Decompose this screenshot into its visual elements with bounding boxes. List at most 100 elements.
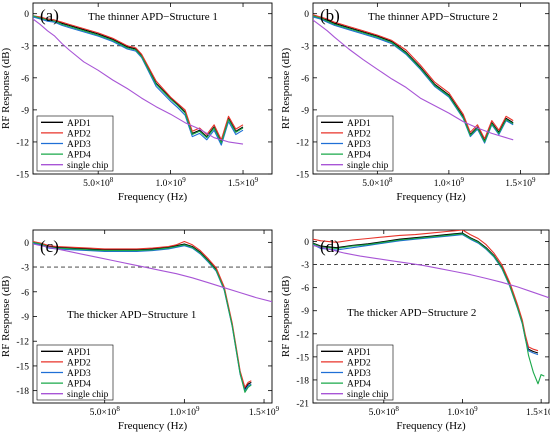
series-line-apd1 <box>313 232 539 354</box>
plot-frame <box>32 2 273 175</box>
x-tick-label: 5.0×108 <box>369 405 400 418</box>
panel-4: 0 -3 -6 -9 -12 -15 -18 -21 5.0×108 1.0×109 1.5×109… <box>280 229 550 432</box>
y-tick-label: -12 <box>296 330 309 340</box>
y-tick-label: -9 <box>21 106 29 116</box>
series-line-single-chip <box>33 18 244 145</box>
y-tick-label: 0 <box>24 239 29 249</box>
y-tick-label: -15 <box>296 353 309 363</box>
x-tick-label: 1.5×109 <box>505 176 536 189</box>
y-axis-label: RF Response (dB) <box>0 48 12 130</box>
series-line-apd3 <box>33 16 244 146</box>
x-tick-label: 5.0×108 <box>90 405 121 418</box>
panel-label: (b) <box>320 6 340 25</box>
y-tick-label: -12 <box>16 138 29 148</box>
panel-title: The thinner APD−Structure 1 <box>88 11 218 23</box>
series-group <box>313 14 514 144</box>
panel-title: The thicker APD−Structure 2 <box>347 307 476 319</box>
legend-label: APD2 <box>67 358 91 368</box>
legend-label: single chip <box>67 161 109 171</box>
y-axis-label: RF Response (dB) <box>0 276 12 358</box>
legend-label: APD1 <box>67 119 91 129</box>
panel-label: (a) <box>40 6 59 25</box>
y-tick-label: -3 <box>21 264 29 274</box>
y-tick-label: -15 <box>16 171 29 181</box>
legend-label: APD2 <box>67 129 91 139</box>
y-tick-label: -9 <box>21 313 29 323</box>
x-tick-label: 5.0×108 <box>362 176 393 189</box>
series-line-apd2 <box>313 230 539 352</box>
x-tick-label: 1.5×109 <box>228 176 259 189</box>
series-line-apd2 <box>313 14 514 140</box>
series-line-apd4 <box>33 15 244 144</box>
series-group <box>313 230 549 385</box>
x-axis-label: Frequency (Hz) <box>396 191 466 203</box>
y-axis-label: RF Response (dB) <box>280 48 292 130</box>
legend-label: APD3 <box>67 140 91 150</box>
legend-label: APD3 <box>347 369 371 379</box>
x-axis-label: Frequency (Hz) <box>118 191 188 203</box>
panel-label: (c) <box>40 237 59 256</box>
panel-title: The thicker APD−Structure 1 <box>67 309 196 321</box>
legend-label: APD2 <box>347 358 371 368</box>
y-tick-label: 0 <box>304 10 309 20</box>
y-tick-label: -6 <box>301 284 309 294</box>
y-tick-label: -21 <box>296 400 309 410</box>
y-axis-label: RF Response (dB) <box>280 276 292 358</box>
legend-label: APD4 <box>347 380 371 390</box>
legend-label: APD1 <box>347 348 371 358</box>
x-axis-label: Frequency (Hz) <box>396 420 466 432</box>
y-tick-label: -3 <box>301 261 309 271</box>
legend-label: APD3 <box>67 369 91 379</box>
y-tick-label: -3 <box>21 42 29 52</box>
plot-frame <box>312 2 550 175</box>
y-tick-label: -12 <box>296 138 309 148</box>
series-line-apd2 <box>33 15 244 141</box>
panel-1: 0 -3 -6 -9 -12 -15 5.0×108 1.0×109 1.5×109 (a) The… <box>0 2 273 203</box>
y-tick-label: -12 <box>16 338 29 348</box>
plot-frame <box>312 229 550 404</box>
series-line-apd4 <box>33 241 252 393</box>
y-tick-label: -9 <box>301 307 309 317</box>
legend-label: single chip <box>347 161 389 171</box>
legend-label: APD4 <box>67 380 91 390</box>
series-line-single-chip <box>313 19 514 141</box>
y-tick-label: -6 <box>21 74 29 84</box>
legend-label: single chip <box>67 390 109 400</box>
y-tick-label: -18 <box>16 387 29 397</box>
y-tick-label: 0 <box>24 10 29 20</box>
series-line-single-chip <box>313 244 549 299</box>
y-tick-label: 0 <box>304 238 309 248</box>
x-tick-label: 1.5×109 <box>526 405 550 418</box>
panel-label: (d) <box>320 237 340 256</box>
x-tick-label: 1.0×109 <box>447 405 478 418</box>
series-group <box>33 15 244 146</box>
y-tick-label: -3 <box>301 42 309 52</box>
legend-label: APD1 <box>347 119 371 129</box>
series-group <box>33 240 272 393</box>
legend-label: APD3 <box>347 140 371 150</box>
legend-label: APD1 <box>67 348 91 358</box>
y-tick-label: -15 <box>296 171 309 181</box>
x-tick-label: 1.0×109 <box>434 176 465 189</box>
series-line-apd4 <box>313 233 545 385</box>
legend-label: APD2 <box>347 129 371 139</box>
x-tick-label: 5.0×108 <box>83 176 114 189</box>
x-tick-label: 1.0×109 <box>169 405 200 418</box>
panel-3: 0 -3 -6 -9 -12 -15 -18 5.0×108 1.0×109 1.5×109 (c)… <box>0 229 280 432</box>
legend-label: APD4 <box>67 151 91 161</box>
y-tick-label: -9 <box>301 106 309 116</box>
y-tick-label: -15 <box>16 362 29 372</box>
x-axis-label: Frequency (Hz) <box>118 420 188 432</box>
panel-2: 0 -3 -6 -9 -12 -15 5.0×108 1.0×109 1.5×109 (b) The… <box>280 2 550 203</box>
x-tick-label: 1.0×109 <box>155 176 186 189</box>
legend-label: APD4 <box>347 151 371 161</box>
y-tick-label: -6 <box>301 74 309 84</box>
x-tick-label: 1.5×109 <box>249 405 280 418</box>
series-line-apd4 <box>313 15 514 143</box>
y-tick-label: -6 <box>21 288 29 298</box>
series-line-apd3 <box>313 234 539 356</box>
series-line-single-chip <box>33 243 272 303</box>
legend-label: single chip <box>347 390 389 400</box>
panel-title: The thinner APD−Structure 2 <box>368 11 498 23</box>
